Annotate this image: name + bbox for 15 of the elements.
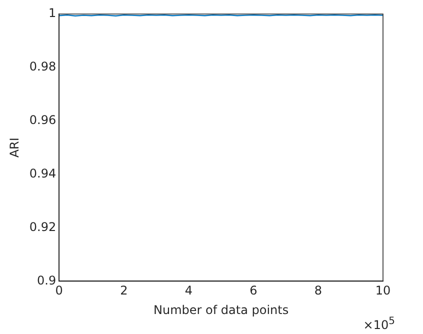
y-tick-label: 0.92 — [29, 220, 56, 234]
x-tick-label: 6 — [250, 284, 258, 298]
y-tick-label: 0.94 — [29, 166, 56, 180]
y-tick-label: 1 — [48, 6, 56, 20]
x-tick-label: 4 — [184, 284, 192, 298]
y-tick-label: 0.98 — [29, 60, 56, 74]
x-tick-label: 10 — [375, 284, 391, 298]
y-axis-title: ARI — [7, 138, 22, 158]
text: ×10$^{5}$ — [363, 316, 395, 332]
x-tick-label: 0 — [55, 284, 63, 298]
y-tick-label: 0.96 — [29, 113, 56, 128]
x-axis-title: Number of data points — [154, 302, 289, 317]
x-tick-label: 2 — [120, 284, 128, 298]
y-tick-label: 0.9 — [37, 273, 56, 288]
x-tick-label: 8 — [314, 284, 322, 298]
